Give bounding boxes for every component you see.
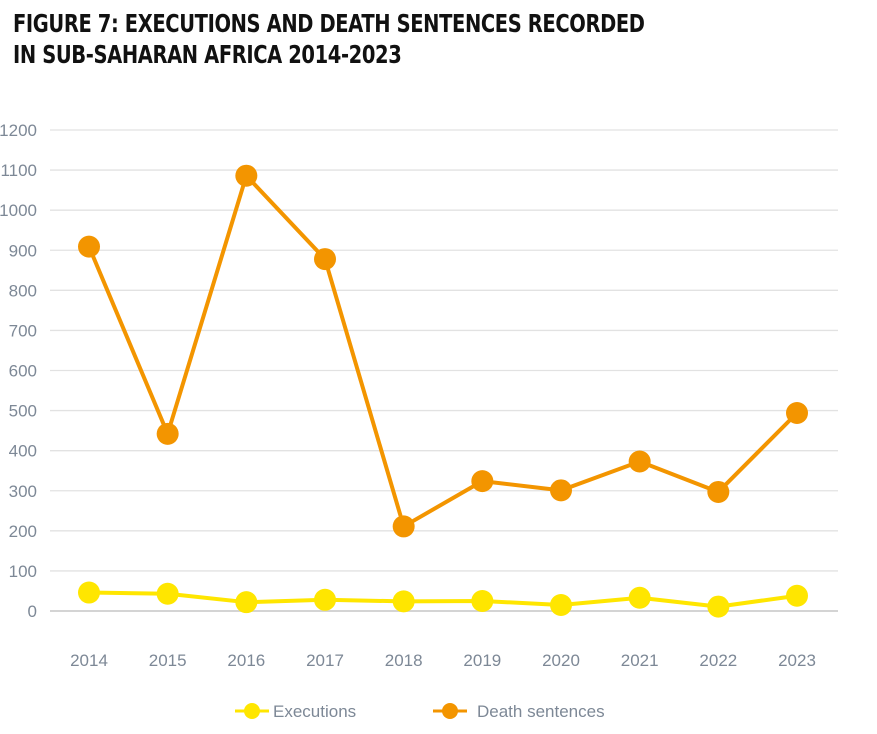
data-point-death-sentences bbox=[314, 248, 336, 271]
series-death-sentences bbox=[78, 164, 808, 538]
y-axis-ticks: 0 100 200 300 400 500 600 700 800 900 1000 1100 1200 bbox=[0, 121, 37, 621]
data-point-death-sentences bbox=[628, 450, 651, 473]
data-point-death-sentences bbox=[156, 422, 179, 445]
series-line-executions bbox=[88, 590, 798, 609]
data-point-executions bbox=[314, 588, 336, 611]
y-tick-label: 700 bbox=[9, 321, 37, 340]
y-tick-label: 1200 bbox=[0, 121, 37, 140]
y-tick-label: 0 bbox=[28, 602, 37, 621]
y-tick-label: 1000 bbox=[0, 201, 37, 220]
y-tick-label: 600 bbox=[9, 362, 37, 381]
data-point-executions bbox=[786, 584, 808, 607]
x-axis-ticks: 2014 2015 2016 2017 2018 2019 2020 2021 2022 2023 bbox=[70, 651, 816, 670]
y-tick-label: 1100 bbox=[0, 161, 37, 180]
y-tick-label: 900 bbox=[9, 241, 37, 260]
y-tick-label: 200 bbox=[9, 522, 37, 541]
data-point-death-sentences bbox=[707, 480, 730, 503]
figure-title-line-1: FIGURE 7: EXECUTIONS AND DEATH SENTENCES… bbox=[13, 9, 645, 38]
legend-marker-icon bbox=[244, 703, 260, 719]
y-tick-label: 800 bbox=[9, 281, 37, 300]
legend-label: Executions bbox=[273, 702, 356, 721]
legend: Executions Death sentences bbox=[235, 702, 605, 721]
legend-item-death-sentences: Death sentences bbox=[433, 702, 605, 721]
data-point-death-sentences bbox=[392, 515, 415, 538]
y-tick-label: 100 bbox=[9, 562, 37, 581]
y-tick-label: 500 bbox=[9, 402, 37, 421]
figure-title: FIGURE 7: EXECUTIONS AND DEATH SENTENCES… bbox=[13, 8, 645, 70]
data-point-death-sentences bbox=[786, 401, 808, 424]
data-point-executions bbox=[78, 581, 100, 604]
x-tick-label: 2014 bbox=[70, 651, 108, 670]
series-line-death-sentences bbox=[87, 173, 799, 529]
data-point-executions bbox=[707, 595, 730, 618]
y-tick-label: 300 bbox=[9, 482, 37, 501]
data-point-executions bbox=[550, 593, 572, 616]
figure-title-line-2: IN SUB-SAHARAN AFRICA 2014-2023 bbox=[13, 40, 402, 69]
series-executions bbox=[78, 581, 808, 618]
data-point-executions bbox=[156, 582, 179, 605]
series-group bbox=[78, 164, 808, 618]
x-tick-label: 2020 bbox=[542, 651, 580, 670]
data-point-death-sentences bbox=[550, 479, 572, 502]
legend-item-executions: Executions bbox=[235, 702, 356, 721]
x-tick-label: 2022 bbox=[699, 651, 737, 670]
y-tick-label: 400 bbox=[9, 442, 37, 461]
data-point-executions bbox=[235, 591, 258, 614]
data-point-executions bbox=[628, 586, 651, 609]
data-point-executions bbox=[471, 589, 494, 612]
legend-label: Death sentences bbox=[477, 702, 605, 721]
data-point-death-sentences bbox=[471, 470, 494, 493]
x-tick-label: 2021 bbox=[621, 651, 659, 670]
x-tick-label: 2019 bbox=[463, 651, 501, 670]
legend-marker-icon bbox=[442, 703, 458, 719]
x-tick-label: 2017 bbox=[306, 651, 344, 670]
gridlines bbox=[50, 129, 838, 612]
data-point-death-sentences bbox=[235, 164, 258, 187]
data-point-death-sentences bbox=[78, 235, 100, 258]
x-tick-label: 2018 bbox=[385, 651, 423, 670]
x-tick-label: 2015 bbox=[149, 651, 187, 670]
x-tick-label: 2016 bbox=[227, 651, 265, 670]
data-point-executions bbox=[392, 590, 415, 613]
x-tick-label: 2023 bbox=[778, 651, 816, 670]
